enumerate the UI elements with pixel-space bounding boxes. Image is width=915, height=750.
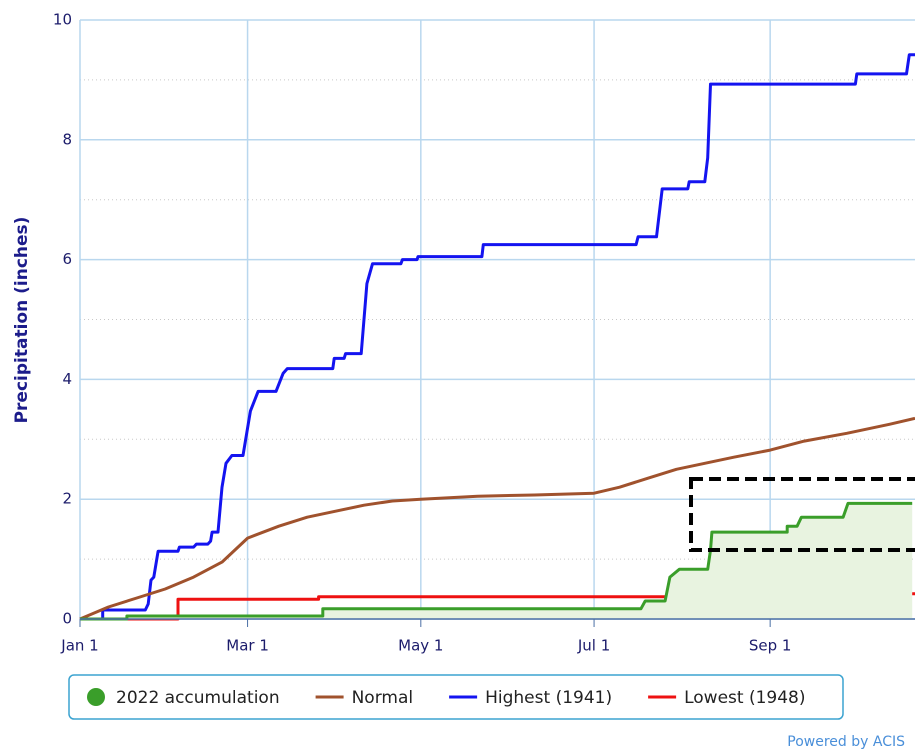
legend-marker	[87, 688, 105, 706]
legend-label: Lowest (1948)	[684, 688, 805, 708]
line	[80, 53, 915, 621]
line	[79, 416, 915, 621]
y-tick-label: 2	[62, 490, 72, 508]
x-tick-label: Jan 1	[60, 637, 98, 655]
legend-label: 2022 accumulation	[116, 688, 280, 708]
y-tick-label: 10	[53, 11, 72, 29]
x-tick-label: Mar 1	[226, 637, 269, 655]
y-axis-label: Precipitation (inches)	[12, 217, 32, 424]
x-tick-label: May 1	[398, 637, 443, 655]
x-tick-label: Sep 1	[749, 637, 792, 655]
highlight-box	[689, 477, 915, 552]
legend: 2022 accumulation Normal Highest (1941) Low…	[87, 688, 806, 708]
grid	[79, 19, 915, 620]
y-tick-label: 6	[62, 250, 72, 268]
axes: 0 2 4 6 8 10 Jan 1 Mar 1 May 1 Jul 1 Sep 1	[53, 11, 915, 655]
area	[80, 503, 913, 619]
line	[80, 501, 913, 621]
y-tick-label: 4	[62, 370, 72, 388]
plot	[79, 53, 915, 621]
y-tick-label: 0	[62, 610, 72, 628]
x-tick-label: Jul 1	[577, 637, 610, 655]
credit: Powered by ACIS	[787, 734, 905, 750]
legend-label: Normal	[352, 688, 414, 708]
y-tick-label: 8	[62, 130, 72, 148]
legend-label: Highest (1941)	[485, 688, 612, 708]
